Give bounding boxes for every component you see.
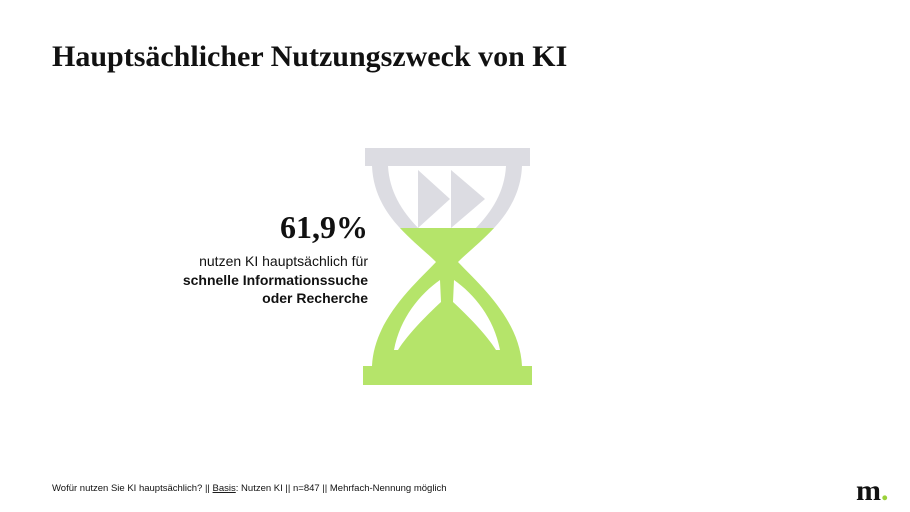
- logo: m.: [856, 474, 889, 507]
- sand-gap: [453, 280, 500, 350]
- top-plate: [365, 148, 530, 166]
- stat-text: nutzen KI hauptsächlich für: [199, 253, 368, 269]
- logo-dot: .: [881, 474, 889, 507]
- bottom-plate: [363, 366, 532, 385]
- arrow: [451, 170, 485, 228]
- stat-value: 61,9%: [280, 209, 368, 245]
- footnote: Wofür nutzen Sie KI hauptsächlich? || Ba…: [52, 483, 447, 494]
- stat-text: schnelle Informationssuche: [183, 272, 368, 288]
- sand-gap: [394, 280, 441, 350]
- logo-letter: m: [856, 474, 881, 507]
- footnote-text: Wofür nutzen Sie KI hauptsächlich? ||: [52, 483, 213, 494]
- arrow: [418, 170, 450, 228]
- title: Hauptsächlicher Nutzungszweck von KI: [52, 40, 567, 73]
- stat-text: oder Recherche: [262, 290, 368, 306]
- footnote-text: : Nutzen KI || n=847 || Mehrfach-Nennung…: [236, 483, 447, 494]
- hourglass-icon: [363, 148, 532, 385]
- footnote-basis: Basis: [213, 483, 236, 494]
